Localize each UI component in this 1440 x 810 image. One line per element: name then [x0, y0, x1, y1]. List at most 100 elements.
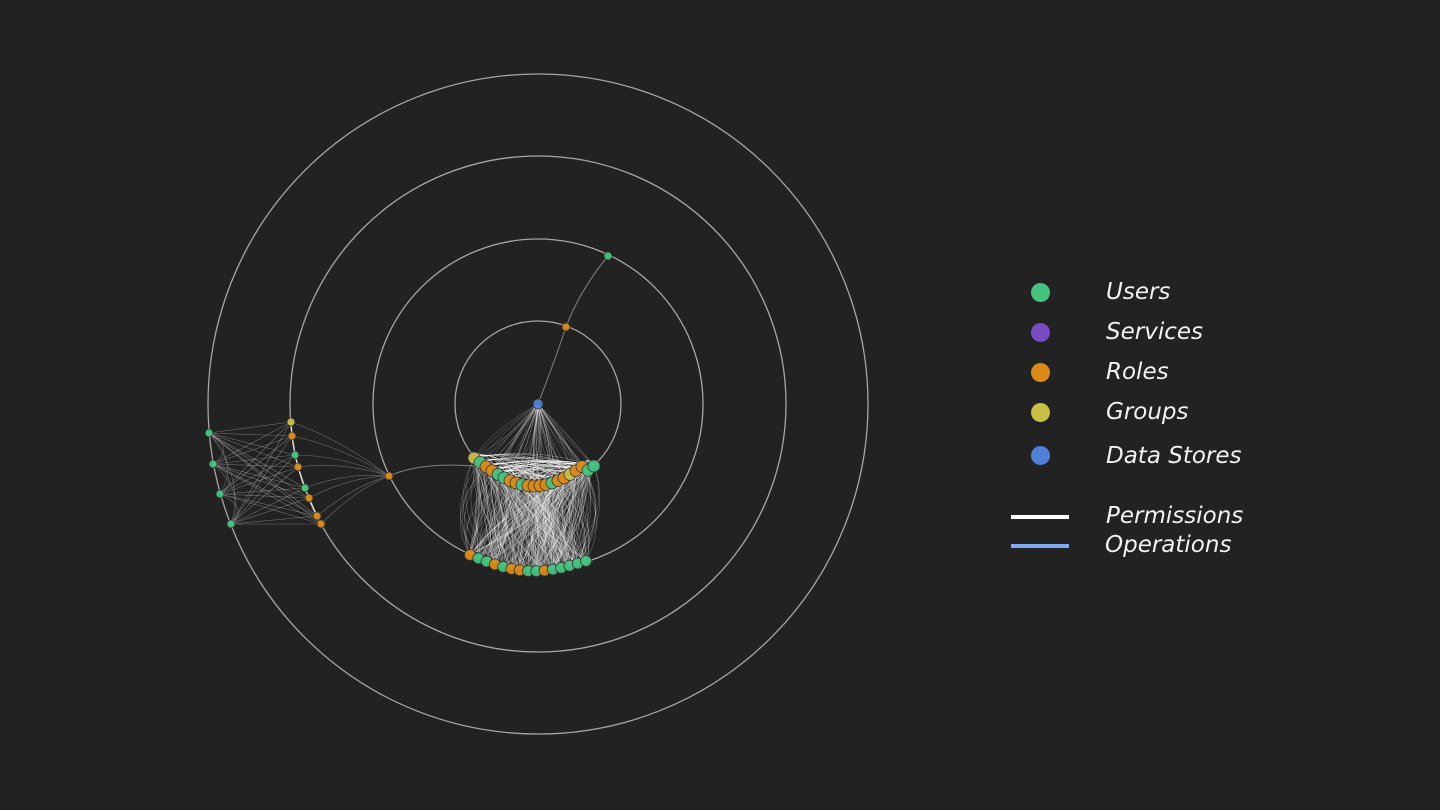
permission-edge	[469, 485, 535, 556]
permission-edge	[536, 482, 553, 572]
permission-edge	[475, 470, 496, 565]
permission-edge	[485, 466, 496, 565]
permission-edge	[544, 477, 565, 571]
permission-edge	[527, 474, 571, 572]
permission-edge	[469, 485, 541, 556]
permission-edge	[552, 470, 589, 570]
ring	[207, 73, 869, 735]
permission-edge	[544, 470, 579, 571]
permission-edge	[485, 466, 499, 565]
permission-edge	[543, 480, 570, 566]
permission-edge	[509, 480, 545, 571]
permission-edge	[208, 432, 236, 525]
permission-edge	[515, 403, 539, 483]
permission-edge	[208, 432, 299, 468]
permission-edge	[527, 480, 559, 572]
permission-edge	[460, 462, 481, 559]
permission-edge	[469, 485, 529, 556]
permission-edge	[489, 480, 511, 568]
legend-label: Services	[1106, 319, 1203, 345]
legend-label: Groups	[1106, 399, 1189, 425]
permission-edge	[219, 466, 299, 495]
permission-edge	[469, 457, 480, 556]
permission-edge	[562, 477, 570, 566]
permission-edge	[537, 403, 571, 475]
permission-edge	[552, 466, 583, 570]
permission-edge	[519, 485, 541, 571]
permission-edge	[557, 480, 590, 562]
legend-item-data-stores: Data Stores	[1005, 442, 1265, 472]
permission-edge	[573, 470, 578, 564]
permission-edge	[515, 482, 562, 568]
group-node	[286, 417, 296, 427]
permission-edge	[469, 470, 589, 556]
permission-edge	[502, 480, 559, 567]
legend-label: Users	[1106, 279, 1171, 305]
permission-edge	[469, 470, 493, 556]
permission-edge	[469, 474, 499, 556]
permission-edge	[537, 403, 595, 467]
permission-edge	[491, 485, 535, 565]
permission-edge	[465, 457, 496, 565]
permission-edge	[485, 466, 512, 569]
permission-edge	[502, 482, 555, 568]
permission-edge	[497, 461, 583, 475]
permission-edge	[509, 403, 539, 481]
permission-edge	[503, 403, 539, 478]
permission-edge	[478, 484, 547, 559]
permission-edge	[485, 466, 496, 565]
permission-edge	[462, 457, 487, 562]
permission-edge	[569, 470, 591, 566]
permission-edge	[208, 432, 306, 489]
permission-edge	[536, 465, 595, 572]
permission-edge	[219, 421, 292, 495]
permission-edge	[208, 432, 310, 499]
permission-edge	[473, 403, 539, 459]
permission-edge	[485, 466, 520, 571]
permission-edge	[501, 482, 517, 569]
permission-edge	[551, 470, 589, 570]
permission-edge	[490, 470, 529, 572]
permission-edge	[512, 482, 554, 570]
permission-edge	[478, 484, 523, 559]
permission-edge	[494, 474, 500, 565]
permission-edge	[521, 484, 562, 568]
permission-edge	[548, 482, 562, 568]
permission-edge	[569, 470, 589, 562]
permission-edge	[498, 480, 512, 569]
permission-edge	[533, 480, 559, 572]
permission-edge	[544, 482, 559, 571]
permission-edge	[503, 477, 537, 572]
permission-edge	[473, 403, 539, 459]
user-node	[204, 428, 214, 438]
nodes	[204, 251, 613, 578]
permission-edge	[485, 466, 506, 567]
user-node	[300, 483, 310, 493]
permission-edge	[544, 470, 589, 571]
permission-edge	[560, 465, 595, 568]
permission-edge	[473, 454, 565, 479]
permission-edge	[560, 470, 589, 568]
permission-edge	[469, 484, 523, 556]
legend-label: Data Stores	[1106, 443, 1242, 469]
permission-edge	[497, 474, 545, 571]
permission-edge	[535, 485, 562, 568]
user-node	[603, 251, 613, 261]
permission-edge	[230, 487, 306, 525]
permission-edge	[511, 470, 589, 570]
permission-edge	[290, 421, 390, 477]
permission-edge	[505, 480, 545, 571]
permission-edge	[208, 432, 293, 437]
permission-edge	[491, 470, 512, 569]
permission-edge	[511, 465, 595, 569]
permission-edge	[483, 466, 496, 565]
permission-edge	[527, 485, 529, 572]
data-store-node	[532, 398, 544, 410]
permission-edge	[563, 477, 590, 562]
permission-edge	[511, 485, 535, 569]
permission-edge	[485, 460, 583, 467]
permission-edge	[521, 484, 546, 572]
permission-edge	[489, 484, 523, 565]
permission-edge	[537, 403, 547, 485]
